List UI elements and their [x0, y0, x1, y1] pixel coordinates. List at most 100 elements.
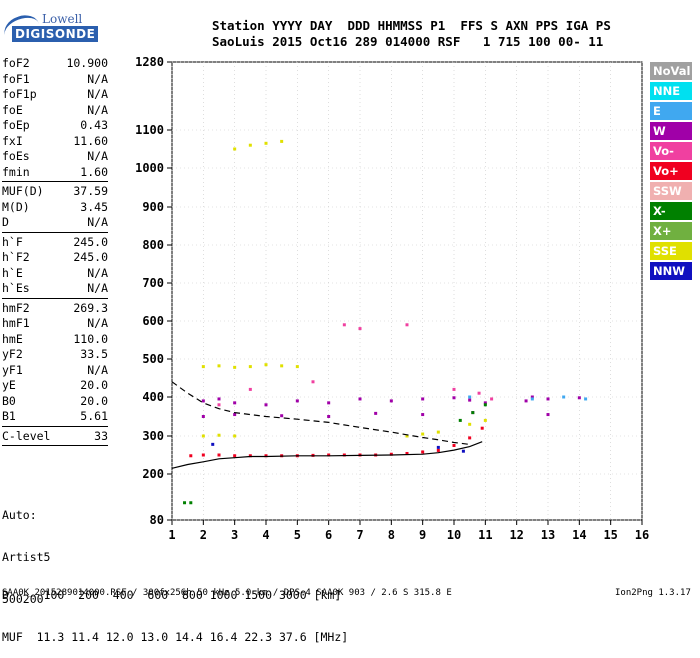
param-separator: [2, 231, 108, 233]
echo-point: [311, 380, 315, 384]
param-row: hmE 110.0: [2, 332, 108, 348]
param-label: D: [2, 215, 9, 229]
x-tick-label: 9: [419, 528, 426, 542]
plot-area: [171, 61, 643, 521]
param-label: yE: [2, 378, 16, 392]
echo-point: [461, 449, 465, 453]
param-label: hmF1: [2, 316, 30, 330]
param-row: h`F 245.0: [2, 235, 108, 251]
legend-item-sse: SSE: [650, 242, 692, 260]
echo-point: [468, 398, 472, 402]
x-tick-label: 3: [231, 528, 238, 542]
header-line-1: Station YYYY DAY DDD HHMMSS P1 FFS S AXN…: [212, 18, 611, 33]
param-row: foE N/A: [2, 103, 108, 119]
echo-point: [189, 454, 193, 458]
echo-point: [358, 397, 362, 401]
echo-point: [421, 432, 425, 436]
y-tick-label: 80: [150, 513, 164, 527]
echo-point: [280, 139, 284, 143]
echo-point: [264, 403, 268, 407]
station-header: Station YYYY DAY DDD HHMMSS P1 FFS S AXN…: [212, 18, 611, 50]
param-value: 1.60: [80, 164, 108, 179]
echo-point: [436, 430, 440, 434]
param-value: 20.0: [80, 393, 108, 408]
echo-point: [562, 395, 566, 399]
echo-point: [546, 413, 550, 417]
y-tick-label: 200: [142, 467, 164, 481]
param-row: yE 20.0: [2, 378, 108, 394]
x-tick-label: 4: [262, 528, 269, 542]
param-value: 3.45: [80, 199, 108, 214]
param-separator: [2, 297, 108, 299]
echo-point: [264, 363, 268, 367]
param-label: foF2: [2, 56, 30, 70]
echo-point: [233, 454, 237, 458]
legend-item-x-: X+: [650, 222, 692, 240]
echo-point: [327, 415, 331, 418]
echo-point: [217, 364, 221, 368]
param-label: h`F: [2, 234, 23, 249]
param-row: h`Es N/A: [2, 281, 108, 297]
param-row: foEp 0.43: [2, 118, 108, 134]
echo-point: [217, 403, 221, 407]
echo-point: [280, 414, 284, 418]
param-label: foEp: [2, 118, 30, 132]
y-tick-label: 600: [142, 314, 164, 328]
y-tick-label: 1280: [135, 55, 164, 69]
param-label: h`Es: [2, 281, 30, 295]
echo-point: [233, 401, 237, 405]
echo-point: [389, 452, 393, 456]
echo-point: [183, 501, 187, 505]
echo-point: [201, 453, 205, 457]
echo-point: [342, 453, 346, 457]
param-label: MUF(D): [2, 184, 44, 198]
param-value: N/A: [87, 362, 108, 377]
y-tick-label: 900: [142, 200, 164, 214]
x-tick-label: 14: [572, 528, 586, 542]
param-label: yF1: [2, 362, 23, 377]
auto-artist: Artist5: [2, 550, 51, 564]
echo-point: [546, 397, 550, 401]
logo-digisonde: DIGISONDE: [12, 26, 99, 42]
echo-point: [358, 327, 362, 331]
param-separator: [2, 181, 108, 182]
y-tick-label: 400: [142, 390, 164, 404]
muf-distance-row: D 100 200 400 600 800 1000 1500 3000 [km…: [2, 588, 342, 602]
ionogram-chart: 1 2 3 4 5 6 7 8 9 10 11 12 13 14 15 1680200300400500600…: [135, 55, 649, 542]
echo-point: [233, 147, 237, 151]
param-value: 110.0: [73, 331, 108, 346]
x-tick-label: 11: [478, 528, 492, 542]
footer-file-info: SAA0K_2015289014000.RSF / 300fx256h 50 k…: [2, 588, 452, 598]
echo-point: [327, 401, 331, 405]
echo-point: [264, 141, 268, 145]
echo-point: [233, 413, 237, 417]
echo-point: [201, 415, 205, 418]
param-row: C-level 33: [2, 429, 108, 445]
x-tick-label: 1: [168, 528, 175, 542]
param-separator: [2, 425, 108, 427]
polarization-legend: NoVal NNE E W Vo- Vo+ SSW X- X+ SSE NNW: [650, 62, 692, 282]
x-tick-label: 16: [635, 528, 649, 542]
muf-frequency-row: MUF 11.3 11.4 12.0 13.0 14.4 16.4 22.3 3…: [2, 630, 349, 644]
echo-point: [421, 413, 425, 417]
profile-curve-solid: [171, 441, 483, 469]
echo-point: [201, 399, 205, 403]
param-row: hmF2 269.3: [2, 301, 108, 317]
param-label: B0: [2, 393, 16, 408]
y-tick-label: 500: [142, 352, 164, 366]
echo-point: [295, 365, 299, 369]
param-label: h`F2: [2, 250, 30, 264]
param-value: 33: [94, 428, 108, 443]
param-label: C-level: [2, 428, 51, 443]
param-row: fmin 1.60: [2, 165, 108, 181]
legend-item-vo-: Vo+: [650, 162, 692, 180]
x-tick-label: 8: [388, 528, 395, 542]
x-tick-label: 6: [325, 528, 332, 542]
auto-label: Auto:: [2, 508, 37, 522]
legend-item-nnw: NNW: [650, 262, 692, 280]
param-row: B0 20.0: [2, 394, 108, 410]
x-tick-label: 7: [356, 528, 363, 542]
param-label: B1: [2, 409, 16, 423]
echo-point: [477, 391, 481, 395]
y-tick-label: 700: [142, 276, 164, 290]
